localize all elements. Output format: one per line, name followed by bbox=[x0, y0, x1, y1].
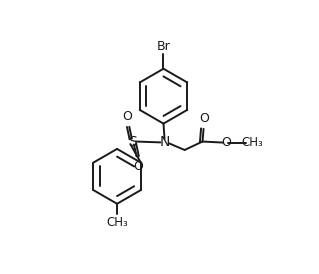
Text: S: S bbox=[129, 135, 137, 149]
Text: O: O bbox=[134, 160, 144, 173]
Text: CH₃: CH₃ bbox=[242, 136, 263, 149]
Text: O: O bbox=[200, 112, 210, 125]
Text: O: O bbox=[221, 136, 231, 149]
Text: N: N bbox=[160, 135, 170, 149]
Text: CH₃: CH₃ bbox=[106, 216, 128, 229]
Text: O: O bbox=[123, 110, 133, 123]
Text: Br: Br bbox=[157, 40, 170, 53]
